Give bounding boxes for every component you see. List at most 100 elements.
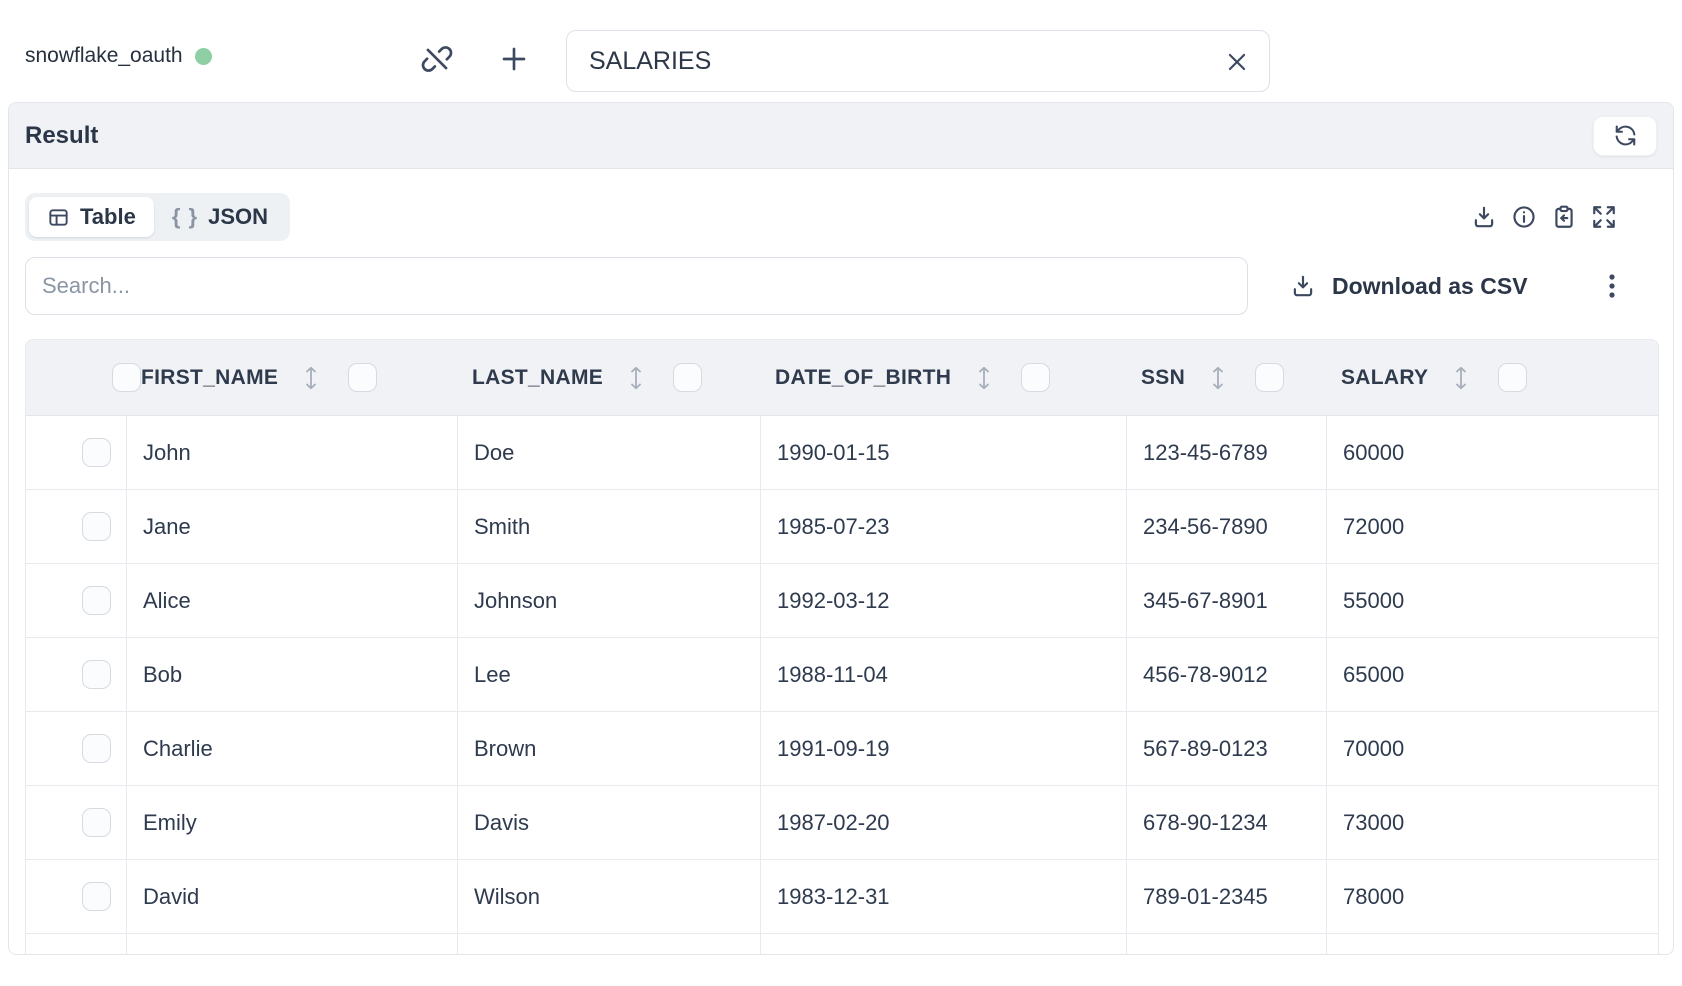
column-header[interactable]: DATE_OF_BIRTH: [760, 340, 1126, 415]
sort-updown-icon[interactable]: [1211, 365, 1225, 391]
result-header: Result: [9, 103, 1673, 169]
table-cell: 73000: [1326, 786, 1658, 859]
result-toolbar: Table { } JSON: [25, 193, 1657, 241]
column-checkbox[interactable]: [1255, 363, 1285, 392]
table-row-partial[interactable]: [26, 934, 1658, 954]
table-row[interactable]: David Wilson 1983-12-31 789-01-2345 78000: [26, 860, 1658, 934]
column-checkbox[interactable]: [348, 363, 378, 392]
result-actions: [1471, 204, 1617, 230]
table-cell: 55000: [1326, 564, 1658, 637]
table-cell: 1987-02-20: [760, 786, 1126, 859]
view-toggle: Table { } JSON: [25, 193, 290, 241]
table-cell: [457, 934, 760, 954]
clear-table-name-button[interactable]: [1221, 46, 1253, 78]
column-header-label: DATE_OF_BIRTH: [775, 365, 952, 389]
table-row[interactable]: John Doe 1990-01-15 123-45-6789 60000: [26, 416, 1658, 490]
row-select-cell: [26, 564, 126, 637]
row-select-cell: [26, 490, 126, 563]
column-header-label: LAST_NAME: [472, 365, 604, 389]
column-checkbox[interactable]: [673, 363, 703, 392]
curly-braces-icon: { }: [171, 204, 199, 229]
table-cell: [1126, 934, 1326, 954]
row-checkbox[interactable]: [82, 512, 111, 541]
select-all-checkbox[interactable]: [112, 363, 141, 392]
table-row[interactable]: Alice Johnson 1992-03-12 345-67-8901 55000: [26, 564, 1658, 638]
sort-updown-icon[interactable]: [977, 365, 991, 391]
column-header[interactable]: SALARY: [1326, 340, 1658, 415]
table-cell: 1983-12-31: [760, 860, 1126, 933]
table-cell: 1988-11-04: [760, 638, 1126, 711]
table-cell: 78000: [1326, 860, 1658, 933]
table-row[interactable]: Bob Lee 1988-11-04 456-78-9012 65000: [26, 638, 1658, 712]
row-checkbox[interactable]: [82, 660, 111, 689]
table-cell: 65000: [1326, 638, 1658, 711]
column-header[interactable]: FIRST_NAME: [126, 340, 457, 415]
table-row[interactable]: Charlie Brown 1991-09-19 567-89-0123 70000: [26, 712, 1658, 786]
table-cell: 345-67-8901: [1126, 564, 1326, 637]
table-cell: Charlie: [126, 712, 457, 785]
table-cell: 123-45-6789: [1126, 416, 1326, 489]
result-info-button[interactable]: [1511, 204, 1537, 230]
column-checkbox[interactable]: [1021, 363, 1051, 392]
table-cell: David: [126, 860, 457, 933]
table-row[interactable]: Emily Davis 1987-02-20 678-90-1234 73000: [26, 786, 1658, 860]
row-checkbox[interactable]: [82, 808, 111, 837]
table-cell: Johnson: [457, 564, 760, 637]
column-header[interactable]: LAST_NAME: [457, 340, 760, 415]
download-icon: [1293, 275, 1313, 297]
row-select-cell: [26, 638, 126, 711]
row-checkbox[interactable]: [82, 882, 111, 911]
table-cell: Brown: [457, 712, 760, 785]
row-select-cell: [26, 786, 126, 859]
column-header[interactable]: SSN: [1126, 340, 1326, 415]
table-grid-icon: [49, 208, 68, 226]
table-cell: Emily: [126, 786, 457, 859]
result-title: Result: [25, 121, 99, 149]
table-cell: 567-89-0123: [1126, 712, 1326, 785]
row-checkbox[interactable]: [82, 438, 111, 467]
table-cell: 789-01-2345: [1126, 860, 1326, 933]
table-name-field: [566, 30, 1270, 92]
sort-updown-icon[interactable]: [1454, 365, 1468, 391]
table-name-input[interactable]: [567, 31, 1269, 91]
table-cell: 1991-09-19: [760, 712, 1126, 785]
sort-updown-icon[interactable]: [629, 365, 643, 391]
refresh-button[interactable]: [1593, 115, 1657, 156]
top-bar: snowflake_oauth: [0, 0, 1682, 102]
result-panel: Result Table: [8, 102, 1674, 955]
table-cell: 60000: [1326, 416, 1658, 489]
connection-selector[interactable]: snowflake_oauth: [25, 44, 212, 68]
download-icon: [1474, 206, 1494, 228]
more-options-button[interactable]: [1600, 271, 1624, 301]
row-checkbox[interactable]: [82, 734, 111, 763]
table-cell: 456-78-9012: [1126, 638, 1326, 711]
table-controls: Download as CSV: [25, 257, 1657, 315]
tab-table[interactable]: Table: [29, 197, 154, 237]
table-cell: Jane: [126, 490, 457, 563]
tab-table-label: Table: [80, 204, 136, 229]
tab-json[interactable]: { } JSON: [154, 197, 286, 237]
select-all-cell: [26, 340, 141, 415]
connection-status-dot: [194, 47, 212, 65]
table-cell: Wilson: [457, 860, 760, 933]
search-input[interactable]: [25, 257, 1248, 315]
table-row[interactable]: Jane Smith 1985-07-23 234-56-7890 72000: [26, 490, 1658, 564]
link-off-icon: [421, 46, 453, 72]
fullscreen-button[interactable]: [1591, 204, 1617, 230]
table-cell: Smith: [457, 490, 760, 563]
row-select-cell: [26, 712, 126, 785]
table-cell: [126, 934, 457, 954]
download-csv-button[interactable]: Download as CSV: [1290, 273, 1528, 300]
table-cell: 1990-01-15: [760, 416, 1126, 489]
download-result-button[interactable]: [1471, 204, 1497, 230]
add-connection-button[interactable]: [494, 39, 534, 79]
sort-updown-icon[interactable]: [304, 365, 318, 391]
table-cell: Davis: [457, 786, 760, 859]
table-cell: Bob: [126, 638, 457, 711]
copy-result-button[interactable]: [1551, 204, 1577, 230]
disconnect-button[interactable]: [417, 39, 457, 79]
column-checkbox[interactable]: [1498, 363, 1528, 392]
row-checkbox[interactable]: [82, 586, 111, 615]
column-header-label: SSN: [1141, 365, 1186, 389]
x-icon: [1228, 53, 1246, 71]
